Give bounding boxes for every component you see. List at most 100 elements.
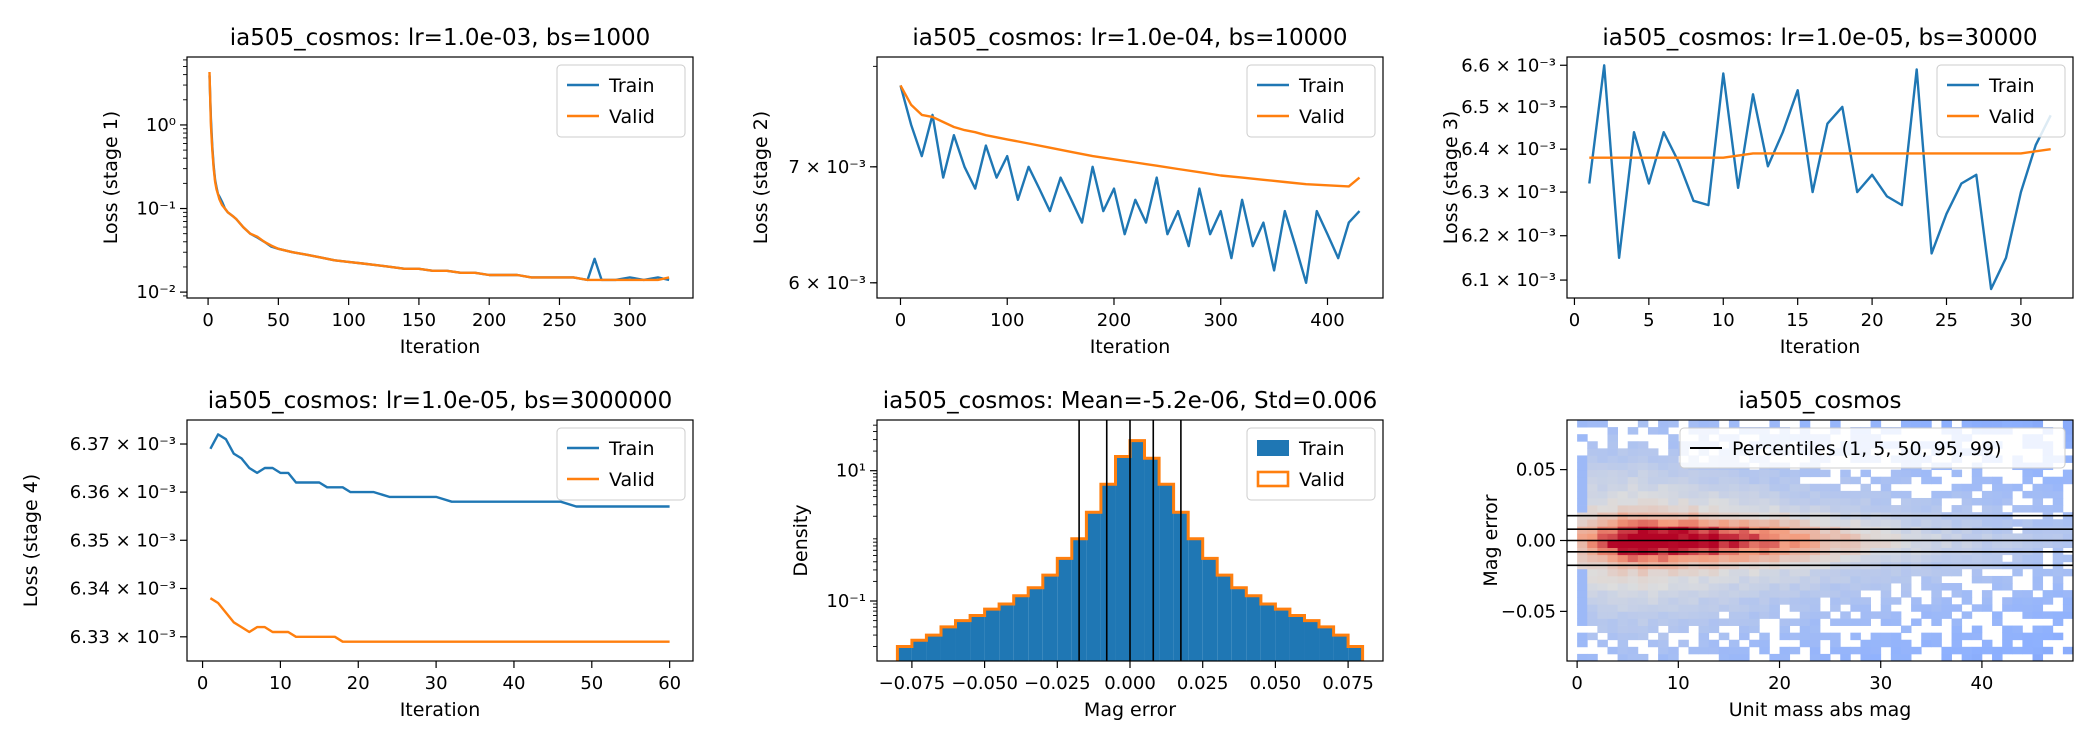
heatmap-cell [1577, 611, 1588, 619]
heatmap-cell [1971, 646, 1983, 655]
heatmap-cell [1809, 483, 1821, 492]
heatmap-cell [2042, 533, 2054, 541]
heatmap-cell [1779, 540, 1791, 548]
heatmap-cell [1870, 632, 1882, 641]
heatmap-cell [1809, 597, 1821, 605]
heatmap-cell [1739, 554, 1750, 563]
heatmap-cell [1587, 441, 1598, 449]
heatmap-cell [1637, 441, 1649, 449]
heatmap-cell [1607, 597, 1618, 605]
heatmap-cell [1921, 519, 1932, 527]
heatmap-cell [1597, 568, 1608, 577]
heatmap-cell [1597, 597, 1608, 605]
heatmap-cell [1941, 568, 1952, 577]
heatmap-cell [1607, 632, 1618, 641]
heatmap-cell [1637, 583, 1649, 591]
heatmap-cell [1880, 583, 1892, 591]
heatmap-cell [1799, 483, 1811, 492]
heatmap-cell [1799, 554, 1811, 563]
heatmap-cell [1880, 554, 1892, 563]
heatmap-cell [1688, 497, 1699, 506]
heatmap-cell [1900, 490, 1912, 499]
heatmap-cell [1637, 575, 1649, 584]
heatmap-cell [1820, 575, 1831, 584]
heatmap-cell [1941, 653, 1952, 662]
heatmap-cell [1718, 568, 1730, 577]
heatmap-cell [1749, 583, 1760, 591]
heatmap-cell [1637, 533, 1649, 541]
heatmap-cell [2012, 590, 2023, 598]
heatmap-cell [2002, 533, 2013, 541]
heatmap-cell [1850, 540, 1861, 548]
heatmap-cell [1658, 583, 1669, 591]
legend-box [1936, 64, 2066, 138]
heatmap-cell [1597, 575, 1608, 584]
heatmap-cell [1627, 533, 1639, 541]
heatmap-cell [1840, 618, 1851, 626]
heatmap-cell [1647, 575, 1659, 584]
heatmap-cell [1617, 476, 1629, 485]
heatmap-cell [1789, 590, 1801, 598]
heatmap-cell [1830, 540, 1841, 548]
heatmap-cell [1739, 490, 1750, 499]
heatmap-cell [1728, 490, 1740, 499]
heatmap-cell [1708, 526, 1720, 534]
heatmap-cell [1779, 469, 1791, 478]
heatmap-cell [1749, 519, 1760, 527]
heatmap-cell [2002, 540, 2013, 548]
heatmap-cell [1840, 590, 1851, 598]
heatmap-cell [1850, 597, 1861, 605]
heatmap-cell [1931, 497, 1942, 506]
heatmap-cell [1647, 526, 1659, 534]
heatmap-cell [1637, 420, 1649, 428]
heatmap-cell [1789, 646, 1801, 655]
heatmap-cell [1728, 420, 1740, 428]
heatmap-cell [1759, 554, 1770, 563]
heatmap-cell [1880, 611, 1892, 619]
heatmap-cell [1809, 653, 1821, 662]
heatmap-cell [1587, 604, 1598, 612]
heatmap-cell [1658, 427, 1669, 435]
hist-bar-train [1217, 575, 1232, 661]
heatmap-cell [1617, 455, 1629, 463]
heatmap-cell [1921, 533, 1932, 541]
heatmap-cell [1799, 505, 1811, 513]
legend-label-train: Train [1298, 75, 1345, 97]
heatmap-cell [1961, 540, 1973, 548]
heatmap-cell [1820, 483, 1831, 492]
heatmap-cell [1840, 575, 1851, 584]
heatmap-cell [1951, 554, 1963, 563]
heatmap-cell [1617, 533, 1629, 541]
heatmap-cell [2062, 604, 2074, 612]
heatmap-cell [1769, 540, 1780, 548]
heatmap-cell [1830, 533, 1841, 541]
heatmap-cell [2062, 434, 2074, 442]
heatmap-cell [2032, 540, 2044, 548]
heatmap-cell [2022, 590, 2033, 598]
heatmap-cell [1739, 505, 1750, 513]
heatmap-cell [1698, 533, 1710, 541]
hist-bar-train [970, 615, 985, 661]
heatmap-cell [1951, 519, 1963, 527]
heatmap-cell [1739, 618, 1750, 626]
heatmap-cell [1921, 497, 1932, 506]
heatmap-cell [1850, 497, 1861, 506]
heatmap-cell [1850, 476, 1861, 485]
heatmap-cell [1607, 469, 1618, 478]
heatmap-cell [1607, 483, 1618, 492]
heatmap-cell [1688, 611, 1699, 619]
heatmap-cell [1799, 597, 1811, 605]
heatmap-cell [1617, 568, 1629, 577]
x-tick-label: 400 [1310, 310, 1344, 331]
x-tick-label: 0 [895, 310, 906, 331]
heatmap-cell [1890, 469, 1902, 478]
heatmap-cell [1668, 497, 1679, 506]
heatmap-cell [1708, 533, 1720, 541]
heatmap-cell [1688, 575, 1699, 584]
heatmap-cell [1830, 526, 1841, 534]
heatmap-cell [1627, 490, 1639, 499]
hist-bar-train [1188, 538, 1203, 661]
heatmap-cell [1789, 575, 1801, 584]
heatmap-cell [1597, 448, 1608, 456]
heatmap-cell [1951, 639, 1963, 648]
